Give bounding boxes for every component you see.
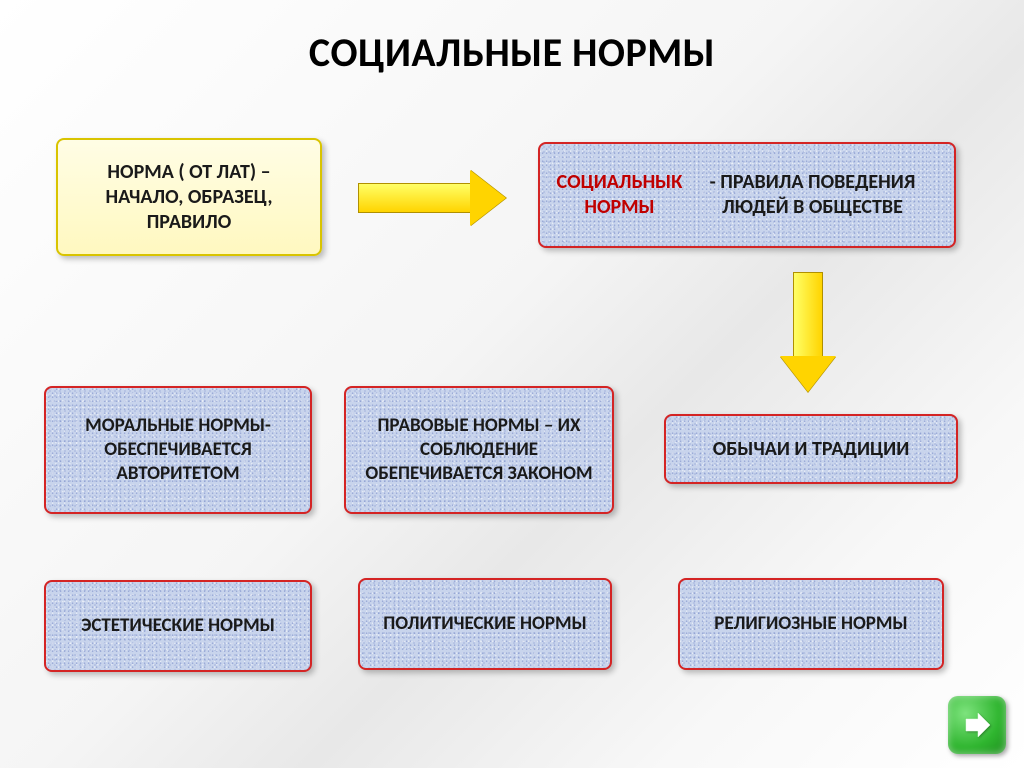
arrow-right-icon xyxy=(960,708,994,742)
slide-title: СОЦИАЛЬНЫЕ НОРМЫ xyxy=(0,0,1024,77)
box-legal: ПРАВОВЫЕ НОРМЫ – ИХ СОБЛЮДЕНИЕ ОБЕПЕЧИВА… xyxy=(344,386,614,514)
next-slide-button[interactable] xyxy=(948,696,1006,754)
box-aesthetic: ЭСТЕТИЧЕСКИЕ НОРМЫ xyxy=(44,580,312,672)
box-def-social: СОЦИАЛЬНЫК НОРМЫ- ПРАВИЛА ПОВЕДЕНИЯ ЛЮДЕ… xyxy=(538,142,956,248)
box-customs: ОБЫЧАИ И ТРАДИЦИИ xyxy=(664,414,958,484)
box-religious: РЕЛИГИОЗНЫЕ НОРМЫ xyxy=(678,578,944,670)
box-political: ПОЛИТИЧЕСКИЕ НОРМЫ xyxy=(358,578,612,670)
box-def-norm: НОРМА ( ОТ ЛАТ) – НАЧАЛО, ОБРАЗЕЦ, ПРАВИ… xyxy=(56,138,322,256)
box-moral: МОРАЛЬНЫЕ НОРМЫ- ОБЕСПЕЧИВАЕТСЯ АВТОРИТЕ… xyxy=(44,386,312,514)
arrow-social-to-customs xyxy=(780,272,836,392)
arrow-def-to-social xyxy=(358,170,506,226)
